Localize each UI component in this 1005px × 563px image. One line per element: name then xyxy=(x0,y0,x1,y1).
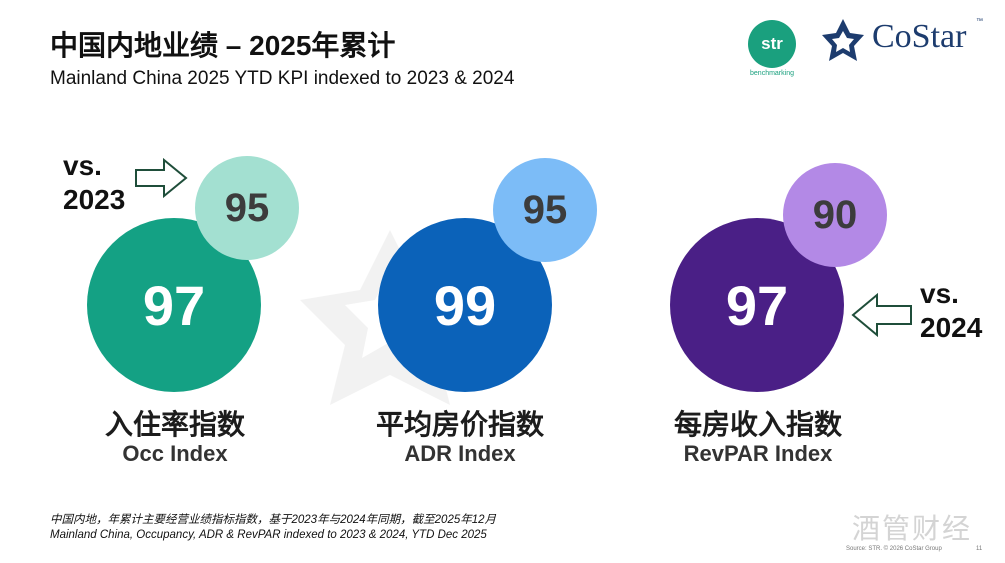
arrow-right-icon xyxy=(135,158,188,198)
adr-index-label-cn: 平均房价指数 xyxy=(375,409,544,440)
revpar-index-vs-2023-value: 90 xyxy=(812,192,858,237)
str-logo: str xyxy=(748,20,796,68)
revpar-index-vs-2024-value: 97 xyxy=(725,273,789,337)
vs-2023-prefix: vs. xyxy=(63,150,102,181)
page-title: 中国内地业绩 – 2025年累计 xyxy=(50,30,396,61)
revpar-index-vs-2023-circle: 90 xyxy=(783,163,887,267)
vs-2023-year: 2023 xyxy=(63,184,126,215)
str-logo-subtitle: benchmarking xyxy=(750,70,794,77)
vs-2023-label: vs. 2023 xyxy=(63,149,125,217)
footnote-en: Mainland China, Occupancy, ADR & RevPAR … xyxy=(50,529,487,541)
adr-index-vs-2023-circle: 95 xyxy=(493,158,597,262)
vs-2024-prefix: vs. xyxy=(920,278,959,309)
costar-trademark: ™ xyxy=(976,18,983,25)
footnote-cn: 中国内地，年累计主要经营业绩指标指数，基于2023年与2024年同期，截至202… xyxy=(50,514,497,526)
vs-2024-label: vs. 2024 xyxy=(920,277,982,345)
occ-index-vs-2024-value: 97 xyxy=(142,273,206,337)
occ-index-vs-2023-value: 95 xyxy=(224,185,270,230)
wechat-watermark: 酒管财经 xyxy=(852,513,973,544)
costar-logo-text: CoStar xyxy=(872,18,967,55)
page-subtitle: Mainland China 2025 YTD KPI indexed to 2… xyxy=(50,68,515,89)
costar-star-icon xyxy=(822,19,864,61)
occ-index-vs-2023-circle: 95 xyxy=(195,156,299,260)
occ-index-label-cn: 入住率指数 xyxy=(104,409,245,440)
adr-index-vs-2023-value: 95 xyxy=(522,187,568,232)
revpar-index-label-en: RevPAR Index xyxy=(683,441,833,466)
vs-2024-year: 2024 xyxy=(920,312,983,343)
str-logo-text: str xyxy=(761,34,783,53)
occ-index-label-en: Occ Index xyxy=(122,441,228,466)
adr-index-vs-2024-value: 99 xyxy=(433,273,497,337)
adr-index-label-en: ADR Index xyxy=(404,441,516,466)
revpar-index-label-cn: 每房收入指数 xyxy=(673,409,842,440)
source-note: Source: STR. © 2026 CoStar Group xyxy=(846,546,942,552)
page-number: 11 xyxy=(976,546,983,552)
arrow-left-icon xyxy=(851,293,912,337)
